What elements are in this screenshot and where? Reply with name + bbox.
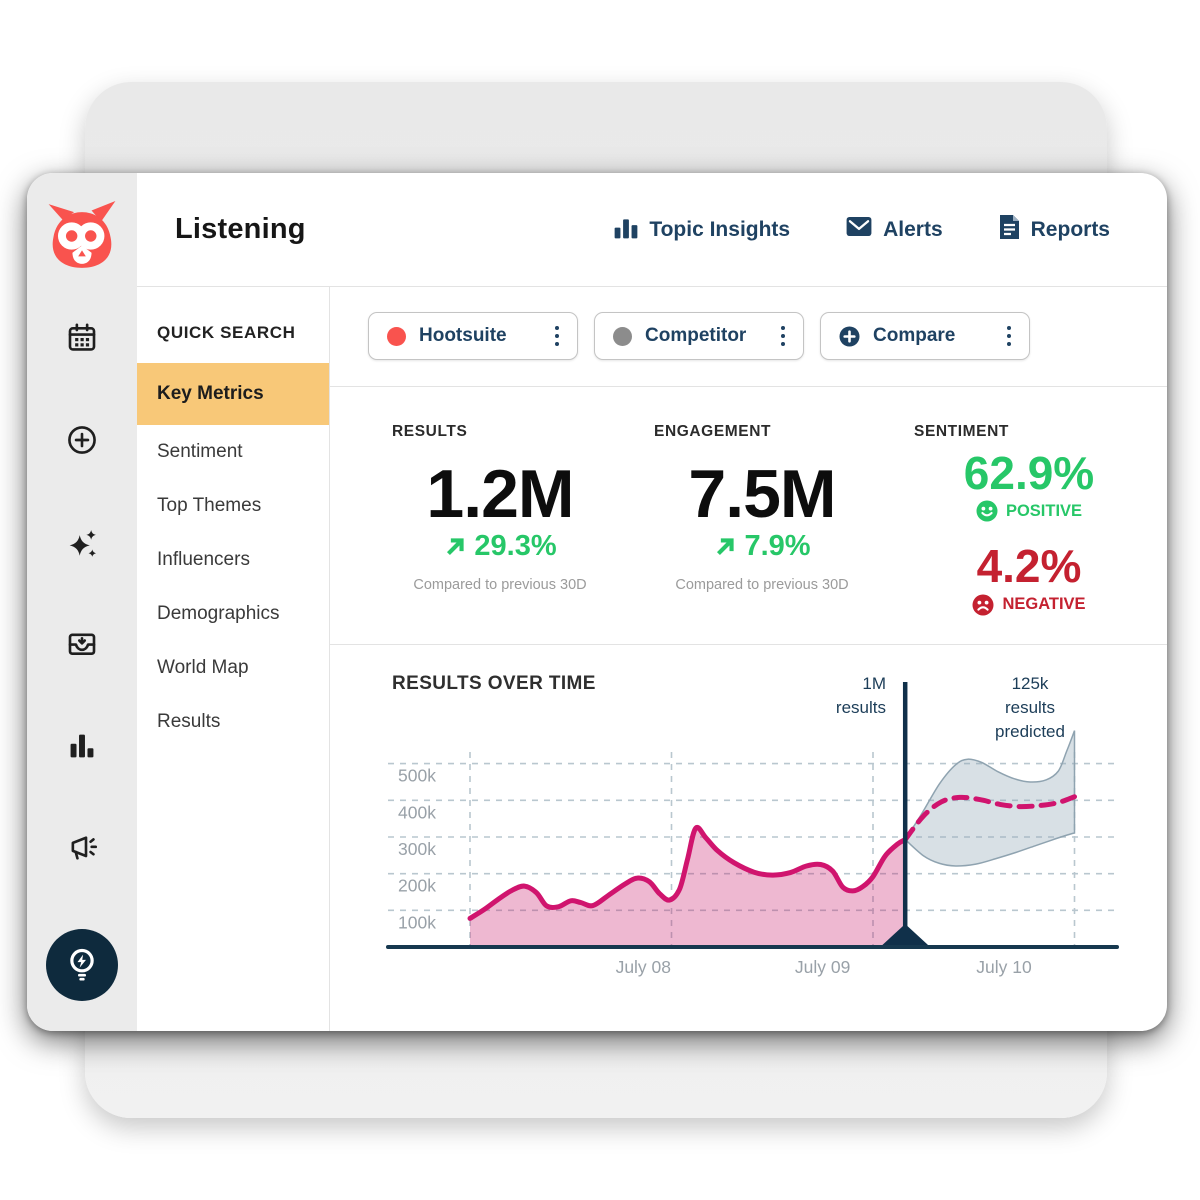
chip-label: Competitor (645, 325, 747, 346)
kebab-menu-icon[interactable] (1005, 322, 1014, 351)
annotation-line: results (1004, 698, 1056, 717)
dashboard-panel: Hootsuite Competitor (330, 287, 1167, 1031)
annotation-line: results (835, 698, 886, 717)
svg-text:200k: 200k (398, 876, 436, 896)
megaphone-icon (66, 832, 98, 867)
nav-alerts[interactable]: Alerts (846, 216, 943, 243)
metric-value: 1.2M (426, 456, 574, 532)
positive-tag: POSITIVE (976, 500, 1082, 522)
top-navigation: Topic Insights Alerts (614, 214, 1110, 246)
key-metrics-row: RESULTS 1.2M 29.3% Compared to previous … (330, 387, 1167, 645)
forecast-annotation: 125k results predicted (959, 672, 1101, 744)
ideas-button[interactable] (46, 929, 118, 1001)
nav-label: Reports (1030, 217, 1110, 241)
svg-text:300k: 300k (398, 839, 436, 859)
sparkles-nav-button[interactable] (64, 525, 100, 561)
add-circle-icon (839, 326, 860, 347)
metric-label: RESULTS (392, 423, 468, 440)
svg-text:500k: 500k (398, 766, 436, 786)
menu-item-sentiment[interactable]: Sentiment (157, 441, 243, 462)
svg-text:100k: 100k (398, 912, 436, 932)
menu-item-demographics[interactable]: Demographics (157, 603, 280, 624)
main-area: Listening Topic Insights (137, 173, 1167, 1031)
metric-results: RESULTS 1.2M 29.3% Compared to previous … (392, 423, 608, 644)
chart-title: RESULTS OVER TIME (392, 673, 596, 694)
marker-annotation: 1M results (836, 672, 886, 720)
red-dot-icon (387, 326, 406, 346)
menu-item-influencers[interactable]: Influencers (157, 549, 250, 570)
app-window: Listening Topic Insights (27, 173, 1167, 1031)
calendar-nav-button[interactable] (64, 321, 100, 357)
app-header: Listening Topic Insights (137, 173, 1167, 287)
negative-label: NEGATIVE (1002, 595, 1086, 614)
menu-item-key-metrics[interactable]: Key Metrics (137, 363, 329, 425)
nav-label: Alerts (883, 217, 943, 241)
add-nav-button[interactable] (64, 423, 100, 459)
envelope-icon (846, 216, 872, 243)
hootsuite-owl-logo (47, 193, 117, 279)
metric-engagement: ENGAGEMENT 7.5M 7.9% Compared to previou… (654, 423, 870, 644)
results-over-time-panel: 500k 400k 300k 200k 100k July 08 July 09 July 1… (330, 645, 1167, 1031)
topic-chip-competitor[interactable]: Competitor (594, 312, 804, 360)
metric-sentiment: SENTIMENT 62.9% POSITIVE (914, 423, 1144, 644)
announcements-nav-button[interactable] (64, 831, 100, 867)
frown-face-icon (972, 594, 994, 616)
kebab-menu-icon[interactable] (553, 322, 562, 351)
icon-rail (27, 173, 137, 1031)
menu-item-world-map[interactable]: World Map (157, 657, 249, 678)
metric-value: 7.5M (688, 456, 836, 532)
annotation-line: 1M (862, 674, 886, 693)
annotation-line: 125k (1011, 674, 1049, 693)
negative-tag: NEGATIVE (972, 594, 1086, 616)
up-arrow-icon (713, 535, 737, 559)
inbox-nav-button[interactable] (64, 627, 100, 663)
sparkles-icon (66, 526, 98, 561)
kebab-menu-icon[interactable] (779, 322, 788, 351)
metric-caption: Compared to previous 30D (675, 577, 849, 594)
svg-text:July 08: July 08 (616, 957, 671, 977)
positive-label: POSITIVE (1005, 501, 1083, 520)
results-over-time-chart: 500k 400k 300k 200k 100k July 08 July 09 July 1… (386, 682, 1119, 977)
menu-item-results[interactable]: Results (157, 711, 221, 732)
quick-search-heading: QUICK SEARCH (157, 323, 296, 342)
menu-item-top-themes[interactable]: Top Themes (157, 495, 262, 516)
up-arrow-icon (443, 535, 467, 559)
page-title: Listening (175, 213, 306, 245)
calendar-icon (66, 322, 98, 357)
gray-dot-icon (613, 326, 632, 346)
svg-text:July 10: July 10 (976, 957, 1032, 977)
change-value: 7.9% (744, 530, 811, 563)
topic-chips-row: Hootsuite Competitor (330, 287, 1167, 387)
positive-value: 62.9% (963, 447, 1095, 499)
topic-chip-compare[interactable]: Compare (820, 312, 1030, 360)
smiley-face-icon (976, 500, 998, 522)
metric-change: 7.9% (713, 530, 811, 563)
topic-chip-hootsuite[interactable]: Hootsuite (368, 312, 578, 360)
lightbulb-icon (62, 944, 102, 987)
change-value: 29.3% (474, 530, 557, 563)
nav-label: Topic Insights (649, 217, 791, 241)
quick-search-menu: QUICK SEARCH Key Metrics Sentiment Top T… (137, 287, 330, 1031)
analytics-bars-icon (66, 730, 98, 765)
chip-label: Compare (873, 325, 956, 346)
analytics-nav-button[interactable] (64, 729, 100, 765)
nav-topic-insights[interactable]: Topic Insights (614, 215, 790, 245)
annotation-line: predicted (995, 722, 1065, 741)
nav-reports[interactable]: Reports (999, 214, 1110, 246)
inbox-download-icon (66, 628, 98, 663)
metric-change: 29.3% (443, 530, 557, 563)
negative-value: 4.2% (976, 540, 1082, 593)
metric-label: SENTIMENT (914, 423, 1009, 440)
metric-label: ENGAGEMENT (654, 423, 772, 440)
svg-text:July 09: July 09 (795, 957, 850, 977)
chip-label: Hootsuite (419, 325, 507, 346)
bar-chart-icon (614, 215, 638, 245)
add-circle-icon (66, 424, 98, 459)
svg-text:400k: 400k (398, 802, 436, 822)
report-icon (999, 214, 1020, 246)
metric-caption: Compared to previous 30D (413, 577, 587, 594)
